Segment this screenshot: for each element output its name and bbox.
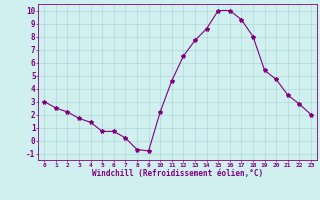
X-axis label: Windchill (Refroidissement éolien,°C): Windchill (Refroidissement éolien,°C) (92, 169, 263, 178)
